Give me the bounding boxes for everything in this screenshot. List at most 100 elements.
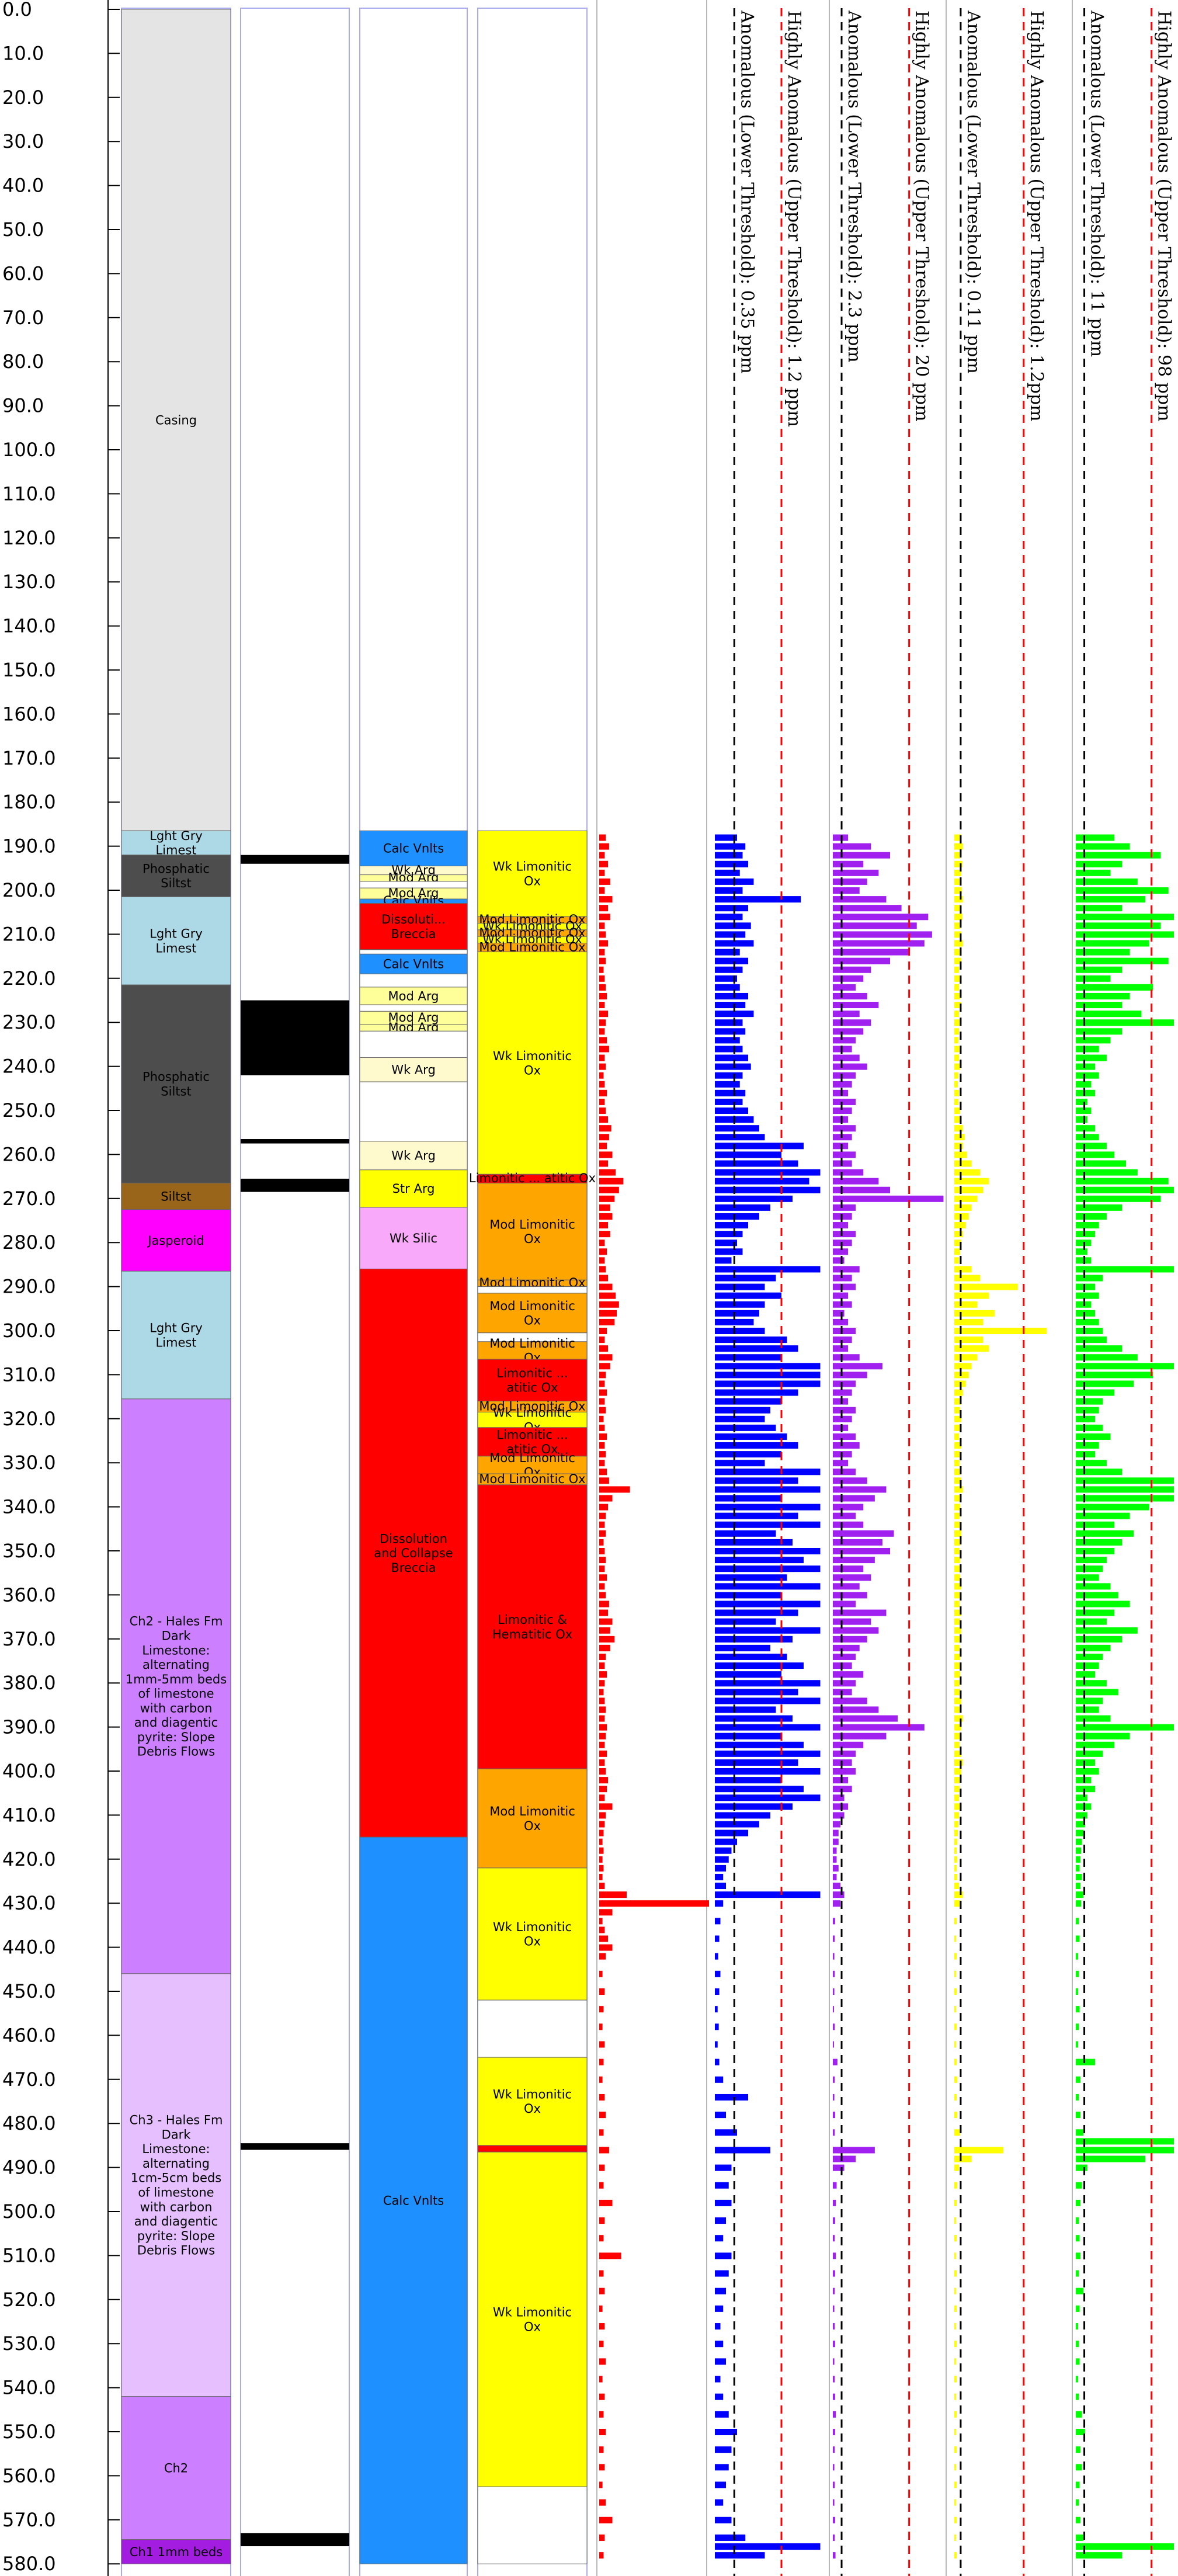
assay-bar <box>954 1953 957 1960</box>
assay-bar <box>599 1988 604 1995</box>
assay-bar <box>954 1883 959 1889</box>
oxidation-label-line: Ox <box>524 2102 541 2116</box>
assay-bar <box>833 870 878 876</box>
assay-bar <box>833 2041 834 2047</box>
assay-bar <box>715 2023 719 2030</box>
assay-bar <box>599 2271 604 2277</box>
assay-bar <box>715 1090 745 1096</box>
lithology-label-line: Siltst <box>161 1189 191 1203</box>
assay-bar <box>715 1821 759 1827</box>
assay-bar <box>833 1143 848 1149</box>
assay-bar <box>1076 1900 1081 1907</box>
assay-bar <box>954 1028 959 1034</box>
assay-bar <box>954 2235 957 2241</box>
assay-bar <box>715 2271 729 2277</box>
assay-bar <box>715 1125 759 1131</box>
assay-bar <box>954 1019 960 1026</box>
assay-bar <box>954 2341 957 2347</box>
assay-bar <box>715 1451 781 1457</box>
assay-bar <box>599 1513 606 1519</box>
assay-bar <box>833 2288 835 2294</box>
assay-bar <box>1076 861 1122 867</box>
assay-bar <box>1076 1583 1111 1589</box>
assay-bar <box>715 1794 821 1801</box>
assay-bar <box>599 1310 617 1317</box>
assay-bar <box>599 1037 607 1043</box>
assay-bar <box>599 905 608 911</box>
assay-bar <box>954 1697 961 1704</box>
assay-bar <box>954 1433 959 1440</box>
oxidation-label-line: Ox <box>524 1064 541 1078</box>
lithology-label-line: with carbon <box>140 2200 213 2214</box>
lithology-label-line: pyrite: Slope <box>137 1730 215 1744</box>
assay-bar <box>1076 1522 1114 1528</box>
assay-bar <box>1076 2006 1080 2012</box>
depth-tick-label: 30.0 <box>2 130 44 152</box>
assay-bar <box>599 1011 608 1017</box>
assay-bar <box>599 1971 603 1977</box>
assay-bar <box>715 1662 804 1669</box>
depth-tick-label: 10.0 <box>2 42 44 64</box>
depth-tick-label: 200.0 <box>2 879 56 901</box>
assay-bar <box>715 861 748 867</box>
assay-bar <box>1076 1486 1174 1492</box>
oxidation-track: Wk Limonitic OxMod Limonitic OxWk Limonit… <box>469 831 596 2564</box>
alteration-label: Wk Silic <box>390 1231 437 1245</box>
assay-bar <box>599 1891 627 1898</box>
assay-bar <box>833 2499 835 2506</box>
assay-bar <box>715 2147 770 2153</box>
assay-bar <box>954 852 960 859</box>
assay-bar <box>599 1548 604 1554</box>
lithology-label-line: alternating <box>143 1658 210 1672</box>
assay-bar <box>715 1891 821 1898</box>
oxidation-label-line: Ox <box>524 1314 541 1328</box>
assay-bar <box>1076 1574 1099 1581</box>
assay-bar <box>833 861 863 867</box>
oxidation-label-line: Mod Limonitic <box>489 1451 575 1465</box>
assay-bar <box>715 2481 726 2488</box>
assay-bar <box>599 1803 613 1810</box>
assay-bar <box>954 1548 960 1554</box>
assay-bar <box>833 1557 875 1563</box>
assay-bar <box>1076 1072 1099 1079</box>
assay-bar <box>954 1099 958 1105</box>
assay-bar <box>954 1451 960 1457</box>
assay-bar <box>1076 1495 1174 1502</box>
assay-bar <box>833 1592 867 1598</box>
assay-bar <box>599 1821 604 1827</box>
assay-bar <box>599 2200 613 2206</box>
assay-bar <box>599 1557 606 1563</box>
assay-bar <box>1076 1636 1122 1643</box>
assay-bar <box>599 1240 604 1246</box>
lithology-label-line: Ch2 <box>164 2462 188 2476</box>
assay-bar <box>599 2023 603 2030</box>
assay-bar <box>599 1671 607 1678</box>
assay-bar <box>715 2235 723 2241</box>
assay-bar <box>599 1662 604 1669</box>
assay-bar <box>599 1495 613 1502</box>
assay-bar <box>833 1742 863 1748</box>
assay-bar <box>599 1301 619 1308</box>
assay-bar <box>833 2182 837 2189</box>
oxidation-label-line: Mod Limonitic <box>489 1804 575 1818</box>
assay-bar <box>954 1821 958 1827</box>
assay-bar <box>715 2252 732 2259</box>
assay-bar <box>715 1257 732 1263</box>
assay-bar <box>954 2446 957 2453</box>
alteration-label: Calc Vnlts <box>383 842 444 856</box>
assay-bar <box>833 1601 856 1607</box>
assay-bar <box>954 1636 960 1643</box>
assay-bar <box>715 1204 770 1211</box>
assay-bar <box>954 1160 972 1167</box>
assay-bar <box>599 1336 604 1343</box>
assay-bar <box>599 2094 604 2101</box>
assay-bar <box>599 852 604 859</box>
depth-tick-label: 260.0 <box>2 1143 56 1165</box>
assay-bar <box>1076 2138 1174 2144</box>
assay-bar <box>599 1433 607 1440</box>
assay-bar <box>1076 2023 1079 2030</box>
assay-bar <box>599 1530 606 1537</box>
assay-bar <box>1076 1345 1122 1352</box>
assay-bar <box>599 1196 614 1202</box>
assay-bar <box>954 1918 957 1924</box>
